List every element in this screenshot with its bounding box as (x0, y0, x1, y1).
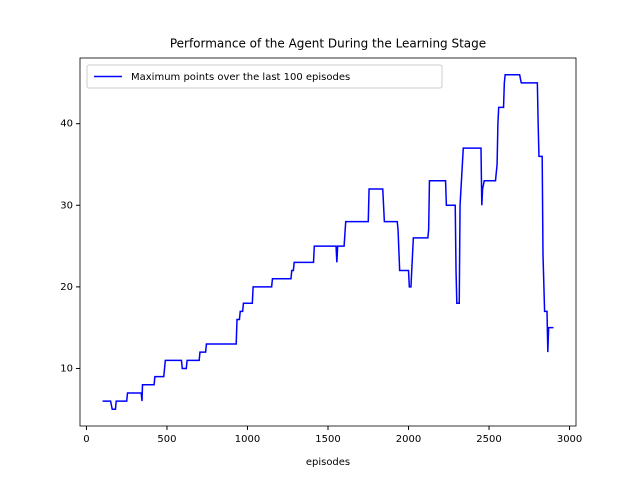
x-tick-label: 2000 (396, 434, 421, 445)
x-tick-label: 3000 (557, 434, 582, 445)
legend-box (86, 64, 443, 89)
chart-title: Performance of the Agent During the Lear… (170, 37, 486, 51)
y-tick-label: 30 (60, 200, 73, 211)
line (102, 73, 554, 411)
y-tick-label: 20 (60, 282, 73, 293)
y-tick-label: 10 (60, 363, 73, 374)
x-tick-label: 0 (83, 434, 89, 445)
x-tick-label: 2500 (476, 434, 501, 445)
plot-frame (79, 57, 577, 427)
legend-label: Maximum points over the last 100 episode… (131, 72, 350, 83)
x-tick-label: 500 (157, 434, 176, 445)
x-tick-label: 1000 (235, 434, 260, 445)
x-tick-label: 1500 (315, 434, 340, 445)
x-axis-label: episodes (306, 457, 350, 468)
y-tick-label: 40 (60, 119, 73, 130)
